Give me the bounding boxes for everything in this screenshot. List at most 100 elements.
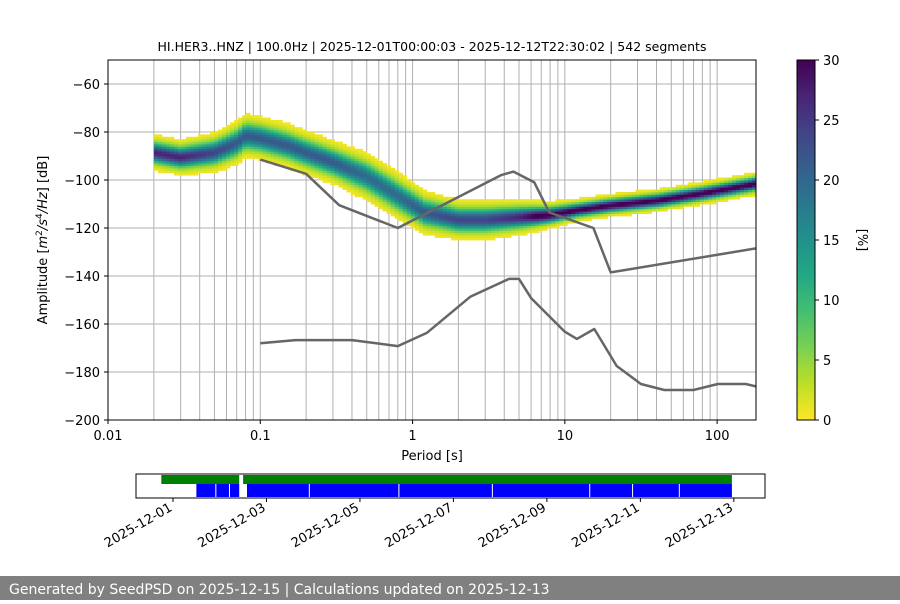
heatmap-cell: [302, 146, 307, 150]
heatmap-cell: [238, 156, 243, 159]
heatmap-cell: [366, 158, 372, 162]
heatmap-cell: [165, 146, 171, 150]
heatmap-cell: [390, 184, 396, 188]
heatmap-cell: [366, 182, 372, 186]
heatmap-cell: [306, 146, 311, 150]
heatmap-cell: [474, 225, 480, 229]
heatmap-cell: [222, 165, 227, 169]
heatmap-cell: [206, 151, 211, 154]
heatmap-cell: [462, 213, 468, 217]
heatmap-cell: [450, 225, 456, 229]
heatmap-cell: [507, 206, 512, 210]
heatmap-cell: [326, 175, 331, 178]
heatmap-cell: [643, 201, 649, 205]
heatmap-cell: [539, 211, 544, 214]
x-tick-label: 0.1: [250, 429, 271, 444]
heatmap-cell: [302, 129, 307, 133]
heatmap-cell: [238, 122, 243, 126]
heatmap-cell: [169, 168, 175, 171]
heatmap-cell: [310, 148, 315, 152]
heatmap-cell: [214, 144, 219, 147]
heatmap-cell: [362, 189, 368, 193]
heatmap-cell: [274, 158, 279, 162]
heatmap-cell: [470, 204, 476, 207]
heatmap-cell: [531, 225, 536, 229]
heatmap-cell: [539, 225, 544, 229]
heatmap-cell: [402, 206, 408, 210]
heatmap-cell: [165, 163, 171, 166]
heatmap-cell: [434, 230, 440, 234]
heatmap-cell: [655, 194, 661, 198]
heatmap-cell: [615, 204, 620, 207]
heatmap-cell: [499, 204, 504, 207]
heatmap-cell: [218, 129, 223, 133]
heatmap-cell: [254, 139, 259, 142]
heatmap-cell: [462, 211, 468, 214]
heatmap-cell: [430, 196, 436, 200]
heatmap-cell: [487, 211, 492, 214]
heatmap-cell: [210, 151, 215, 154]
heatmap-cell: [466, 204, 472, 207]
heatmap-cell: [422, 189, 428, 193]
heatmap-cell: [466, 225, 472, 229]
heatmap-cell: [531, 204, 536, 207]
heatmap-cell: [294, 165, 299, 169]
heatmap-cell: [258, 124, 263, 128]
heatmap-cell: [458, 204, 464, 207]
heatmap-cell: [366, 163, 372, 166]
heatmap-cell: [274, 132, 279, 135]
heatmap-cell: [495, 230, 500, 234]
heatmap-cell: [747, 192, 753, 195]
heatmap-cell: [294, 136, 299, 140]
heatmap-cell: [350, 192, 355, 195]
heatmap-cell: [254, 136, 259, 140]
heatmap-cell: [470, 223, 476, 226]
heatmap-cell: [571, 208, 576, 212]
heatmap-cell: [691, 204, 697, 207]
heatmap-cell: [711, 194, 717, 198]
heatmap-cell: [719, 177, 725, 181]
heatmap-cell: [153, 168, 159, 171]
heatmap-cell: [173, 148, 179, 152]
heatmap-cell: [418, 187, 424, 190]
heatmap-cell: [153, 136, 159, 140]
heatmap-cell: [599, 216, 604, 219]
heatmap-cell: [374, 175, 380, 178]
heatmap-cell: [719, 196, 725, 200]
heatmap-cell: [350, 187, 355, 190]
heatmap-cell: [743, 192, 749, 195]
heatmap-cell: [619, 213, 624, 217]
heatmap-cell: [739, 175, 745, 178]
heatmap-cell: [298, 168, 303, 171]
heatmap-cell: [402, 177, 408, 181]
heatmap-cell: [230, 134, 235, 138]
heatmap-cell: [430, 225, 436, 229]
heatmap-cell: [346, 158, 351, 162]
heatmap-cell: [306, 139, 311, 142]
heatmap-cell: [282, 122, 287, 126]
heatmap-cell: [222, 136, 227, 140]
heatmap-cell: [181, 151, 187, 154]
heatmap-cell: [214, 160, 219, 164]
heatmap-cell: [230, 132, 235, 135]
heatmap-cell: [751, 192, 756, 195]
heatmap-cell: [454, 232, 460, 236]
heatmap-cell: [619, 206, 624, 210]
heatmap-cell: [667, 206, 673, 210]
heatmap-cell: [659, 194, 665, 198]
heatmap-cell: [707, 189, 713, 193]
heatmap-cell: [575, 204, 580, 207]
heatmap-cell: [374, 170, 380, 174]
heatmap-cell: [619, 196, 624, 200]
heatmap-cell: [153, 158, 159, 162]
heatmap-cell: [270, 141, 275, 145]
heatmap-cell: [306, 132, 311, 135]
heatmap-cell: [402, 189, 408, 193]
heatmap-cell: [575, 213, 580, 217]
heatmap-cell: [161, 163, 167, 166]
heatmap-cell: [559, 201, 564, 205]
heatmap-cell: [667, 201, 673, 205]
heatmap-cell: [491, 206, 496, 210]
heatmap-cell: [731, 175, 737, 178]
heatmap-cell: [350, 146, 355, 150]
